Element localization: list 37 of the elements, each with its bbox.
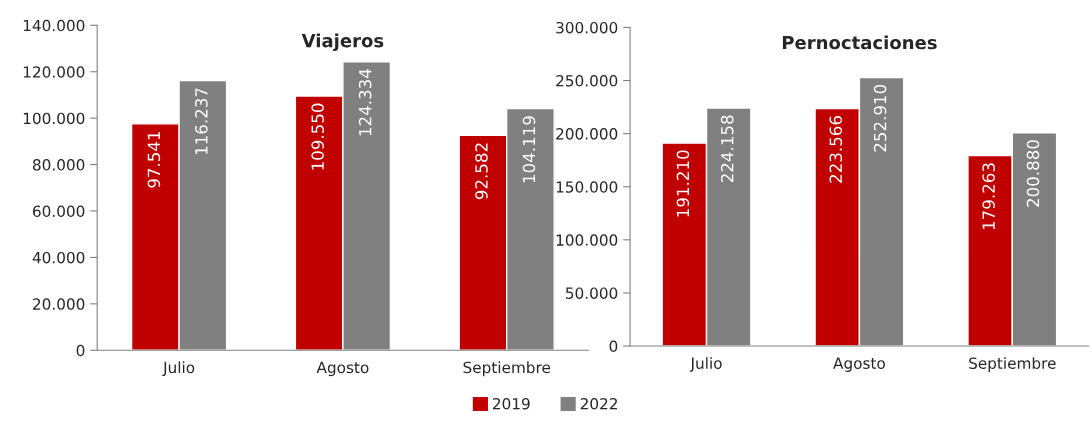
- chart-title: Pernoctaciones: [782, 35, 937, 50]
- x-tick-label: Agosto: [316, 361, 369, 377]
- y-tick-label: 250.000: [556, 75, 618, 87]
- x-tick-label: Julio: [162, 361, 195, 377]
- y-tick-label: 100.000: [23, 112, 85, 125]
- y-tick-label: 0: [76, 344, 85, 357]
- x-tick-label: Julio: [689, 357, 722, 372]
- y-tick-label: 120.000: [23, 66, 85, 78]
- y-tick-label: 40.000: [32, 251, 85, 264]
- y-tick-label: 80.000: [32, 159, 85, 171]
- y-tick-label: 20.000: [33, 298, 85, 310]
- data-label: 252.910: [873, 84, 887, 152]
- y-tick-label: 140.000: [23, 19, 85, 32]
- y-tick-label: 50.000: [566, 287, 618, 299]
- data-label: 191.210: [676, 150, 690, 217]
- y-tick-label: 150.000: [556, 181, 618, 193]
- x-tick-label: Agosto: [833, 357, 885, 372]
- data-label: 109.550: [311, 103, 324, 170]
- data-label: 92.582: [475, 143, 488, 200]
- x-tick-label: Septiembre: [463, 361, 551, 377]
- y-tick-label: 200.000: [556, 128, 618, 140]
- data-label: 224.158: [720, 115, 734, 183]
- chart-title: Viajeros: [301, 33, 384, 52]
- data-label: 223.566: [829, 116, 843, 183]
- data-label: 97.541: [147, 131, 161, 188]
- y-tick-label: 300.000: [556, 21, 618, 34]
- legend-label: 2019: [492, 397, 530, 410]
- data-label: 179.263: [982, 163, 995, 230]
- data-label: 116.237: [195, 88, 208, 155]
- data-label: 104.119: [522, 116, 536, 183]
- y-tick-label: 0: [609, 340, 618, 353]
- y-tick-label: 100.000: [556, 234, 618, 246]
- y-tick-label: 60.000: [32, 205, 85, 218]
- data-label: 124.334: [358, 69, 372, 136]
- data-label: 200.880: [1026, 140, 1040, 207]
- legend-label: 2022: [580, 397, 617, 410]
- x-tick-label: Septiembre: [969, 357, 1056, 372]
